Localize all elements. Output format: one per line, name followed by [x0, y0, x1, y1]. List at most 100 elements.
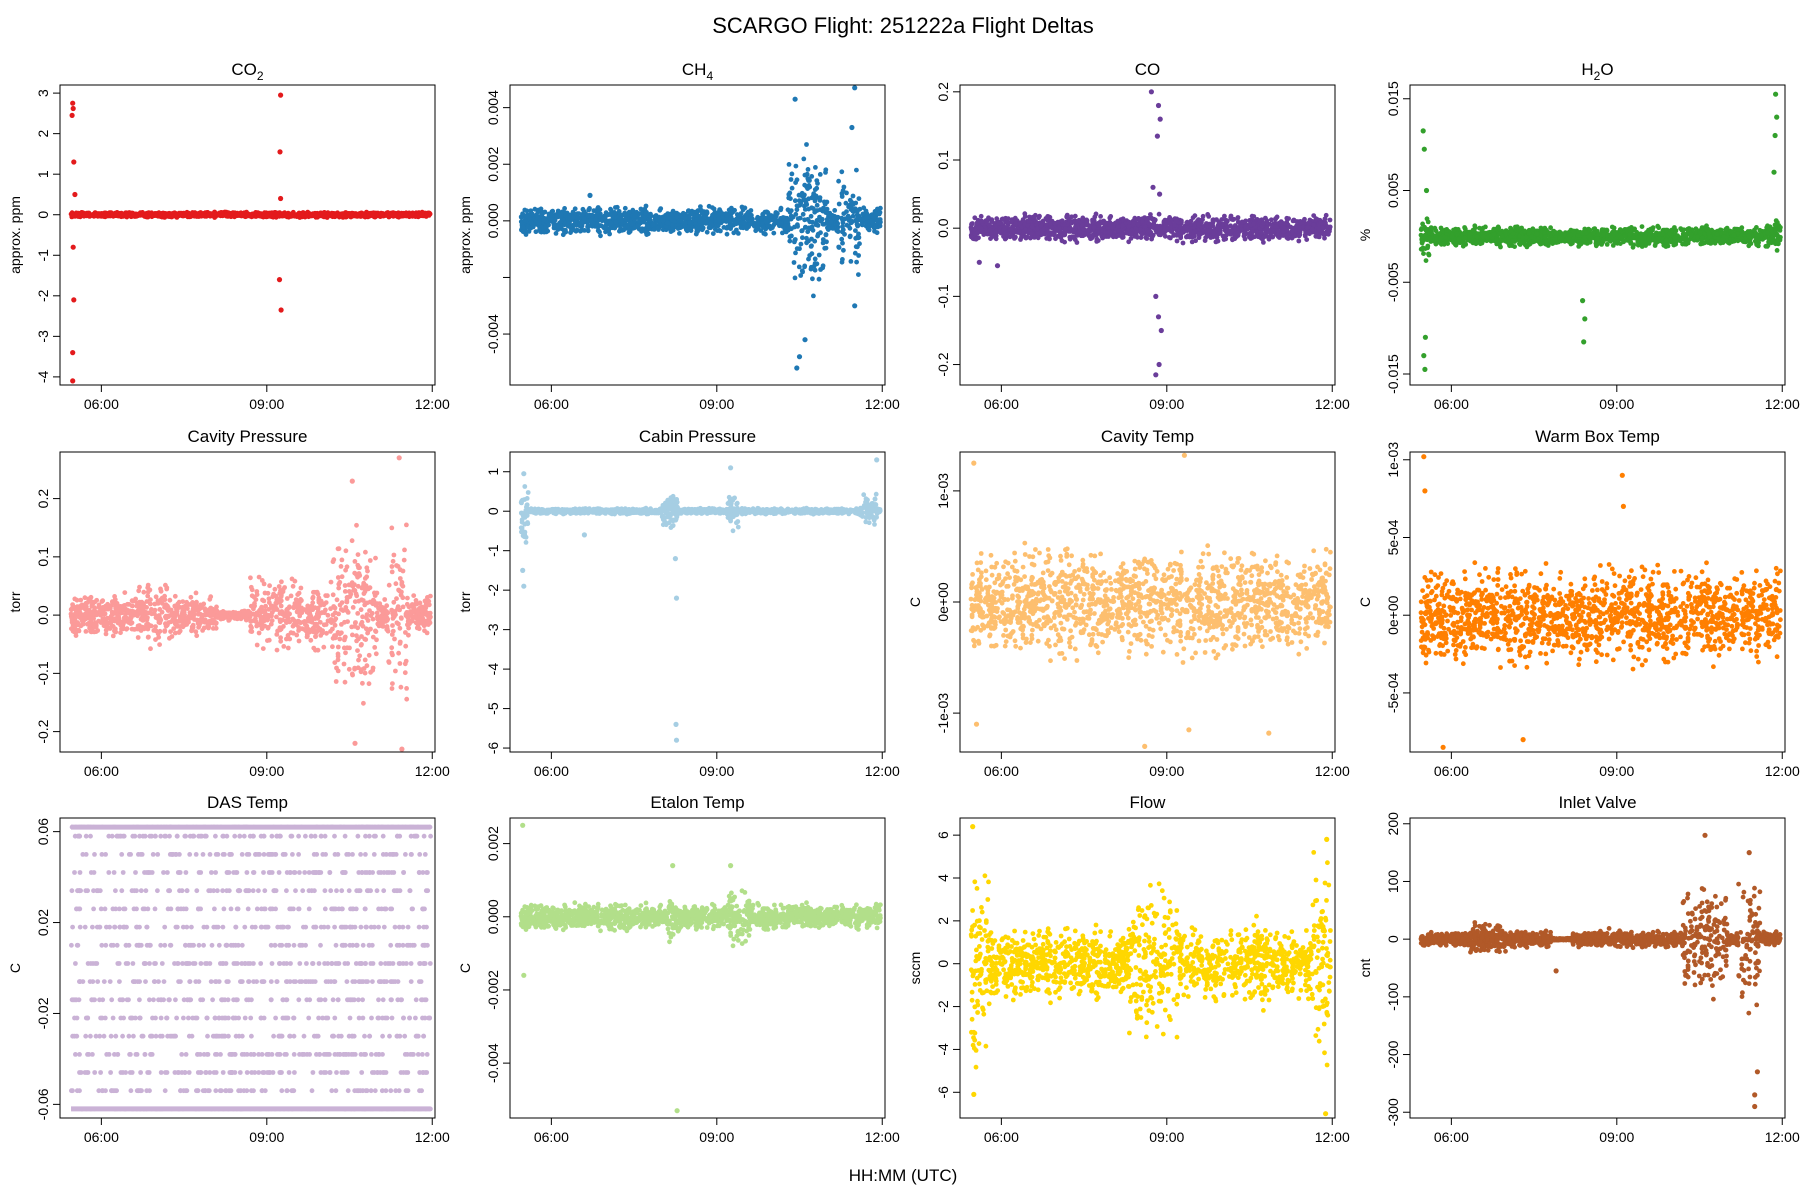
data-point: [585, 223, 591, 229]
data-point: [787, 238, 793, 244]
data-point: [800, 269, 805, 275]
data-point: [802, 264, 807, 270]
data-point: [855, 244, 860, 250]
data-point: [1055, 219, 1061, 225]
data-point: [1180, 240, 1186, 246]
data-point: [799, 228, 805, 234]
data-point: [683, 220, 688, 226]
data-point: [974, 220, 980, 226]
y-tick-label: 3: [35, 89, 51, 97]
data-point: [1243, 218, 1248, 224]
data-point: [1045, 231, 1051, 237]
data-point: [727, 224, 733, 229]
data-point: [639, 217, 645, 222]
data-point: [823, 232, 829, 238]
data-point: [1167, 215, 1172, 220]
data-point: [842, 216, 848, 222]
y-tick-label: 0.002: [485, 147, 501, 182]
data-point: [1228, 213, 1234, 219]
data-point: [546, 211, 552, 217]
data-point: [1159, 230, 1165, 236]
data-point: [869, 218, 874, 224]
data-point: [1327, 217, 1333, 223]
data-point: [567, 215, 573, 221]
data-point: [591, 208, 597, 214]
data-point: [1108, 214, 1114, 219]
x-tick-label: 09:00: [1149, 396, 1184, 412]
data-point: [1053, 226, 1059, 232]
data-point: [1278, 220, 1284, 226]
x-tick-label: 09:00: [249, 396, 284, 412]
data-point: [570, 227, 576, 233]
outlier-point: [792, 96, 798, 102]
data-point: [785, 207, 791, 213]
data-point: [527, 216, 532, 222]
data-point: [1062, 232, 1068, 238]
data-point: [1062, 222, 1067, 228]
data-point: [1040, 230, 1045, 236]
data-point: [809, 243, 814, 249]
data-point: [565, 223, 571, 229]
data-point: [839, 169, 845, 175]
data-point: [1268, 217, 1274, 223]
data-point: [771, 230, 777, 236]
data-point: [1306, 220, 1312, 226]
data-point: [378, 211, 384, 217]
data-point: [577, 223, 582, 228]
y-tick-label: -4: [35, 370, 51, 383]
data-point: [1281, 225, 1287, 231]
data-point: [1200, 213, 1206, 219]
data-point: [586, 207, 592, 213]
data-point: [986, 222, 992, 228]
data-point: [177, 211, 183, 217]
data-point: [1102, 221, 1108, 227]
data-point: [990, 234, 995, 240]
data-point: [724, 231, 730, 237]
data-point: [1084, 220, 1089, 226]
data-point: [1019, 234, 1024, 240]
data-point: [664, 220, 670, 226]
data-point: [710, 212, 715, 218]
data-point: [1313, 216, 1319, 222]
data-point: [839, 236, 845, 242]
data-point: [778, 205, 784, 211]
data-point: [1051, 232, 1057, 238]
data-point: [1261, 240, 1266, 245]
data-point: [1049, 225, 1055, 231]
data-point: [1094, 239, 1100, 244]
outlier-point: [796, 354, 803, 360]
data-point: [595, 205, 601, 210]
data-point: [769, 225, 775, 231]
data-point: [840, 257, 845, 262]
data-point: [643, 211, 649, 216]
data-point: [789, 185, 795, 191]
data-point: [1072, 213, 1078, 219]
data-point: [761, 231, 767, 236]
data-point: [403, 212, 409, 217]
data-point: [972, 215, 978, 221]
data-point: [1016, 229, 1022, 234]
data-point: [590, 220, 596, 226]
data-point: [825, 210, 830, 216]
data-point: [1266, 236, 1272, 242]
panel-title: CO2: [231, 60, 264, 83]
data-point: [643, 229, 649, 235]
data-point: [854, 167, 859, 173]
data-point: [1140, 219, 1145, 224]
data-point: [1774, 248, 1780, 253]
data-point: [143, 212, 148, 218]
data-point: [1421, 251, 1426, 256]
plot-frame: [59, 84, 436, 386]
x-tick-label: 12:00: [1315, 396, 1350, 412]
outlier-point: [276, 277, 283, 283]
data-point: [755, 219, 761, 225]
data-point: [800, 235, 805, 241]
data-point: [209, 211, 214, 217]
data-point: [225, 212, 231, 218]
figure-title: SCARGO Flight: 251222a Flight Deltas: [712, 13, 1094, 38]
data-point: [1639, 224, 1645, 230]
data-point: [839, 194, 845, 199]
data-point: [856, 196, 862, 202]
